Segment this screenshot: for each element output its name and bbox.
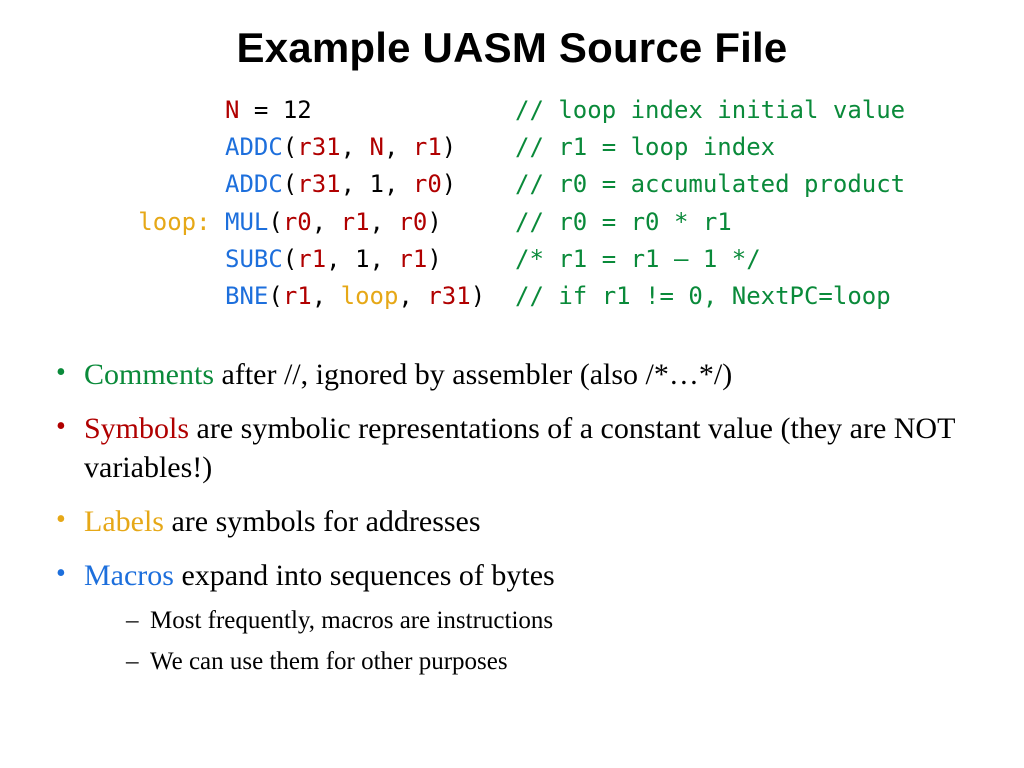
- code-label: [40, 278, 225, 315]
- bullet-text: expand into sequences of bytes: [174, 559, 555, 592]
- code-line: SUBC(r1, 1, r1)/* r1 = r1 – 1 */: [40, 241, 984, 278]
- code-line: BNE(r1, loop, r31)// if r1 != 0, NextPC=…: [40, 278, 984, 315]
- bullet-item: Macros expand into sequences of bytesMos…: [50, 556, 984, 680]
- code-label: loop:: [40, 204, 225, 241]
- code-line: ADDC(r31, N, r1)// r1 = loop index: [40, 129, 984, 166]
- bullet-text: are symbolic representations of a consta…: [84, 412, 955, 485]
- code-comment: // if r1 != 0, NextPC=loop: [515, 278, 984, 315]
- slide: Example UASM Source File N = 12// loop i…: [0, 0, 1024, 768]
- bullet-item: Comments after //, ignored by assembler …: [50, 355, 984, 395]
- code-line: N = 12// loop index initial value: [40, 92, 984, 129]
- code-instruction: BNE(r1, loop, r31): [225, 278, 515, 315]
- code-instruction: MUL(r0, r1, r0): [225, 204, 515, 241]
- bullet-item: Labels are symbols for addresses: [50, 502, 984, 542]
- bullet-text: are symbols for addresses: [164, 505, 481, 538]
- code-label: [40, 241, 225, 278]
- code-comment: // r0 = r0 * r1: [515, 204, 984, 241]
- bullet-list: Comments after //, ignored by assembler …: [40, 355, 984, 679]
- code-comment: // r1 = loop index: [515, 129, 984, 166]
- code-instruction: ADDC(r31, 1, r0): [225, 166, 515, 203]
- sub-bullet-item: We can use them for other purposes: [126, 644, 984, 679]
- code-block: N = 12// loop index initial valueADDC(r3…: [40, 92, 984, 315]
- code-line: ADDC(r31, 1, r0)// r0 = accumulated prod…: [40, 166, 984, 203]
- code-instruction: SUBC(r1, 1, r1): [225, 241, 515, 278]
- bullet-text: after //, ignored by assembler (also /*……: [214, 358, 732, 391]
- bullet-keyword: Comments: [84, 358, 214, 391]
- code-comment: // r0 = accumulated product: [515, 166, 984, 203]
- code-label: [40, 129, 225, 166]
- code-label: [40, 92, 225, 129]
- bullet-item: Symbols are symbolic representations of …: [50, 409, 984, 488]
- code-instruction: ADDC(r31, N, r1): [225, 129, 515, 166]
- bullet-keyword: Labels: [84, 505, 164, 538]
- sub-bullet-item: Most frequently, macros are instructions: [126, 603, 984, 638]
- sub-bullet-list: Most frequently, macros are instructions…: [84, 595, 984, 679]
- code-label: [40, 166, 225, 203]
- bullet-keyword: Symbols: [84, 412, 189, 445]
- code-instruction: N = 12: [225, 92, 515, 129]
- bullet-keyword: Macros: [84, 559, 174, 592]
- slide-title: Example UASM Source File: [40, 24, 984, 72]
- code-line: loop: MUL(r0, r1, r0)// r0 = r0 * r1: [40, 204, 984, 241]
- code-comment: /* r1 = r1 – 1 */: [515, 241, 984, 278]
- code-comment: // loop index initial value: [515, 92, 984, 129]
